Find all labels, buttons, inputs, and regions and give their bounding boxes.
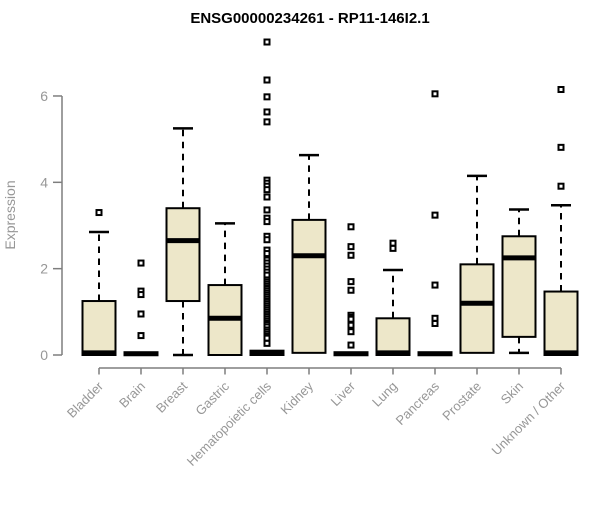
outlier-square [347, 341, 355, 349]
x-category-label: Lung [369, 379, 400, 410]
x-category-label: Gastric [192, 378, 232, 418]
outlier-square [263, 108, 271, 116]
box-group-lung [375, 239, 411, 357]
y-axis-label: Expression [2, 180, 18, 249]
outlier-square [431, 281, 439, 289]
iqr-box [543, 290, 579, 356]
iqr-box [375, 317, 411, 357]
chart-title: ENSG00000234261 - RP11-146I2.1 [190, 10, 429, 27]
iqr-box [459, 263, 495, 354]
outlier-square [137, 310, 145, 318]
x-category-label: Breast [153, 378, 190, 415]
outlier-square [263, 218, 271, 226]
outlier-square [263, 38, 271, 46]
y-tick-label: 4 [40, 174, 48, 190]
iqr-box [81, 300, 117, 357]
y-axis: 0 2 4 6 [40, 88, 63, 363]
outlier-square [137, 259, 145, 267]
outlier-square [263, 186, 271, 194]
outlier-square [347, 251, 355, 259]
x-category-label: Skin [498, 379, 526, 407]
outlier-square [263, 206, 271, 214]
outlier-square [347, 278, 355, 286]
box-group-liver [333, 223, 369, 357]
outlier-square [263, 193, 271, 201]
box-group-hematopoietic-cells [249, 38, 285, 357]
outlier-square [347, 328, 355, 336]
outlier-square [347, 315, 355, 323]
outlier-square [263, 76, 271, 84]
outlier-square [431, 211, 439, 219]
box-group-gastric [207, 222, 243, 357]
y-tick-label: 2 [40, 261, 48, 277]
iqr-box [291, 218, 327, 354]
x-category-label: Pancreas [393, 378, 443, 428]
iqr-box [501, 235, 537, 338]
x-category-label: Liver [328, 378, 359, 409]
outlier-square [347, 243, 355, 251]
box-group-unknown-other [543, 86, 579, 356]
box-group-breast [165, 127, 201, 357]
outlier-square [263, 250, 271, 258]
x-category-label: Brain [116, 379, 148, 411]
outlier-square [263, 118, 271, 126]
x-category-label: Prostate [439, 379, 484, 424]
outlier-square [263, 236, 271, 244]
outlier-square [95, 209, 103, 217]
x-category-label: Kidney [277, 378, 316, 417]
outlier-square [389, 244, 397, 252]
box-group-pancreas [417, 90, 453, 357]
y-tick-label: 6 [40, 88, 48, 104]
outlier-square [557, 143, 565, 151]
box-group-brain [123, 259, 159, 357]
outlier-square [347, 223, 355, 231]
x-category-label: Unknown / Other [489, 378, 569, 458]
outlier-square [347, 321, 355, 329]
box-group-prostate [459, 174, 495, 354]
outlier-square [137, 332, 145, 340]
outlier-square [557, 182, 565, 190]
box-group-skin [501, 208, 537, 355]
outlier-square [431, 90, 439, 98]
outlier-square [431, 319, 439, 327]
box-group-bladder [81, 209, 117, 357]
x-category-label: Bladder [64, 378, 107, 421]
outlier-square [263, 93, 271, 101]
outlier-square [263, 339, 271, 347]
iqr-box [165, 207, 201, 303]
box-group-kidney [291, 153, 327, 354]
outlier-square [137, 291, 145, 299]
y-tick-label: 0 [40, 347, 48, 363]
outlier-square [557, 86, 565, 94]
outlier-square [347, 286, 355, 294]
